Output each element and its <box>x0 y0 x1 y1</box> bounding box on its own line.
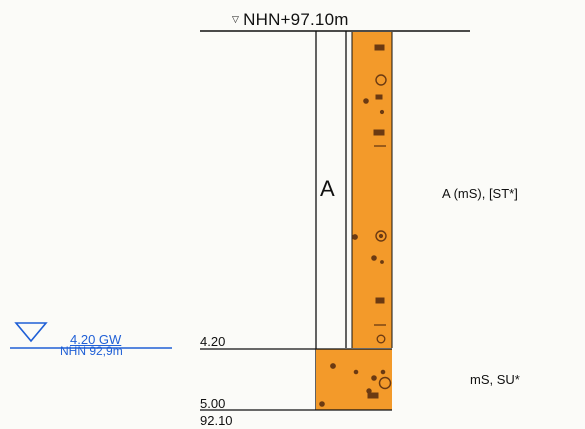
layer-a-soil-symbols <box>352 44 387 344</box>
layer-b-soil-symbols <box>319 363 392 407</box>
layer-b-fill <box>316 349 392 410</box>
layer-a-description: A (mS), [ST*] <box>442 186 518 201</box>
layer-b-bottom-depth: 5.00 <box>200 396 226 411</box>
groundwater-depth-label: 4.20 GW <box>70 332 122 347</box>
top-elevation-label: ▽ NHN+97.10m <box>232 10 349 29</box>
layer-a-fill <box>352 32 392 348</box>
elevation-triangle-icon: ▽ <box>232 14 240 24</box>
layer-b-description: mS, SU* <box>470 372 520 387</box>
layer-a-bottom-depth: 4.20 <box>200 334 226 349</box>
layer-a-letter: A <box>320 176 335 201</box>
bottom-elevation-label: 92.10 <box>200 413 233 428</box>
groundwater-triangle-icon <box>14 322 48 343</box>
groundwater-elevation-label: NHN 92,9m <box>60 344 123 358</box>
